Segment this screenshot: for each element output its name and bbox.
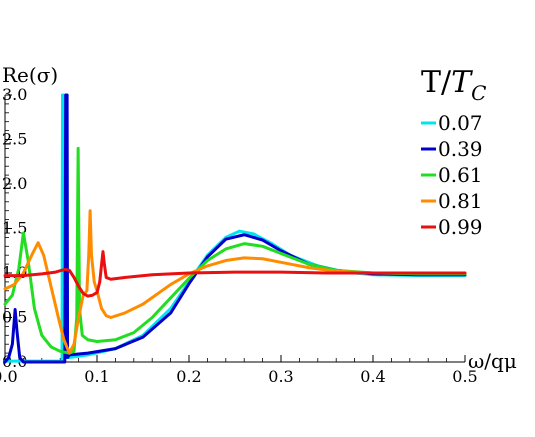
x-axis-title: ω/qμ: [468, 349, 517, 373]
y-axis-title: Re(σ): [2, 63, 58, 87]
legend-label: 0.07: [438, 111, 483, 135]
y-tick-label: 2.0: [2, 174, 27, 193]
series-line-0.07: [3, 93, 467, 363]
tick-labels: 0.00.10.20.30.40.50.00.51.01.52.02.53.0: [0, 85, 478, 386]
x-tick-label: 0.0: [0, 367, 18, 386]
y-tick-label: 1.5: [2, 219, 27, 238]
x-tick-label: 0.1: [84, 367, 109, 386]
legend: T/TC 0.070.390.610.810.99: [421, 65, 486, 239]
x-tick-label: 0.4: [360, 367, 385, 386]
x-tick-label: 0.5: [452, 367, 477, 386]
series-line-0.99: [3, 250, 467, 298]
y-tick-label: 3.0: [2, 85, 27, 104]
legend-items: 0.070.390.610.810.99: [421, 111, 483, 239]
legend-title: T/TC: [421, 65, 486, 105]
series-line-0.81: [3, 209, 467, 355]
series-line-0.39: [3, 93, 467, 364]
series-line-0.61: [3, 146, 467, 355]
legend-label: 0.61: [438, 163, 483, 187]
legend-label: 0.81: [438, 189, 483, 213]
ticks: [4, 94, 466, 363]
axes: [4, 95, 465, 363]
legend-label: 0.99: [438, 215, 483, 239]
legend-label: 0.39: [438, 137, 483, 161]
x-tick-label: 0.3: [268, 367, 293, 386]
x-tick-label: 0.2: [176, 367, 201, 386]
y-tick-label: 2.5: [2, 130, 27, 149]
series-layer: [3, 93, 467, 364]
